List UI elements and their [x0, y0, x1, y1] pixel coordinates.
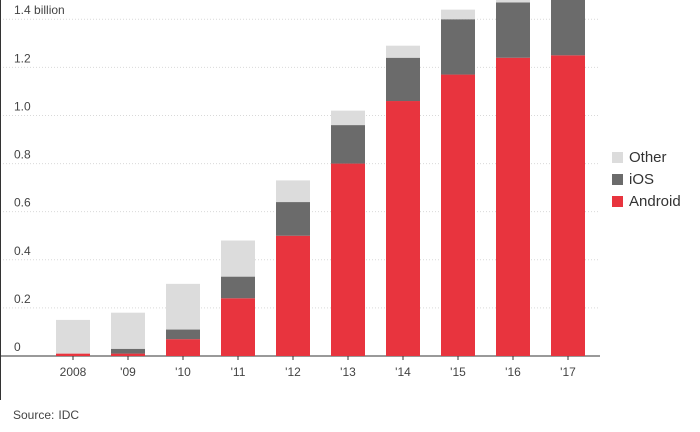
bar-segment-android: [331, 163, 365, 356]
x-tick-label: '15: [450, 365, 466, 379]
legend: Other iOS Android: [612, 146, 681, 212]
y-tick-label: 0.2: [14, 292, 31, 306]
bar-segment-android: [496, 57, 530, 356]
y-tick-label: 1.0: [14, 99, 31, 113]
legend-swatch-ios: [612, 173, 623, 185]
x-tick-label: '12: [285, 365, 301, 379]
x-tick-label: '14: [395, 365, 411, 379]
bar-segment-ios: [166, 329, 200, 340]
bar-segment-other: [276, 180, 310, 203]
legend-item-ios: iOS: [612, 168, 681, 190]
legend-item-other: Other: [612, 146, 681, 168]
bar-segment-ios: [496, 2, 530, 58]
bar-segment-other: [221, 240, 255, 277]
source-note: Source: IDC: [13, 408, 79, 422]
bar-segment-ios: [441, 19, 475, 75]
chart-area: 0 0.2 0.4 0.6 0.8 1.0 1.2 1.4 billion 2008 '09 '10…: [0, 0, 600, 400]
bar-segment-other: [441, 9, 475, 20]
bar-segment-android: [386, 101, 420, 356]
y-tick-label: 1.2: [14, 51, 31, 65]
y-tick-label: 0.4: [14, 244, 31, 258]
bar-segment-android: [276, 235, 310, 356]
stacked-bar-chart: 0 0.2 0.4 0.6 0.8 1.0 1.2 1.4 billion 2008 '09 '10…: [0, 0, 600, 400]
x-tick-label: '11: [231, 365, 246, 379]
x-tick-label: '17: [560, 365, 576, 379]
legend-swatch-android: [612, 195, 623, 207]
bar-segment-android: [221, 298, 255, 356]
x-tick-label: '09: [120, 365, 136, 379]
bar-segment-ios: [111, 348, 145, 354]
bar-segment-other: [166, 283, 200, 330]
x-tick-label: '10: [175, 365, 191, 379]
bar-segment-android: [166, 339, 200, 356]
legend-item-android: Android: [612, 190, 681, 212]
legend-label-other: Other: [629, 148, 667, 166]
bar-segment-ios: [221, 276, 255, 299]
bar-segment-ios: [331, 125, 365, 164]
legend-label-android: Android: [629, 192, 681, 210]
x-tick-label: '13: [340, 365, 356, 379]
legend-label-ios: iOS: [629, 170, 655, 188]
bar-segment-other: [56, 319, 90, 354]
bar-segment-ios: [551, 0, 585, 56]
y-tick-label: 0.8: [14, 148, 31, 162]
bar-segment-other: [386, 45, 420, 58]
bar-segment-other: [331, 110, 365, 126]
y-tick-label: 1.4 billion: [14, 3, 65, 17]
bar-segment-android: [441, 74, 475, 356]
bar-segment-android: [111, 353, 145, 356]
bar-segment-other: [111, 312, 145, 349]
source-label: Source:: [13, 408, 55, 422]
bar-segment-other: [496, 0, 530, 3]
bar-segment-android: [56, 353, 90, 356]
bar-segment-ios: [386, 57, 420, 102]
x-tick-label: '16: [505, 365, 521, 379]
y-tick-label: 0.6: [14, 196, 31, 210]
x-tick-label: 2008: [60, 365, 87, 379]
legend-swatch-other: [612, 151, 623, 163]
bar-segment-ios: [276, 202, 310, 236]
source-value: IDC: [58, 408, 80, 422]
y-tick-label: 0: [14, 340, 21, 354]
bar-segment-android: [551, 55, 585, 356]
